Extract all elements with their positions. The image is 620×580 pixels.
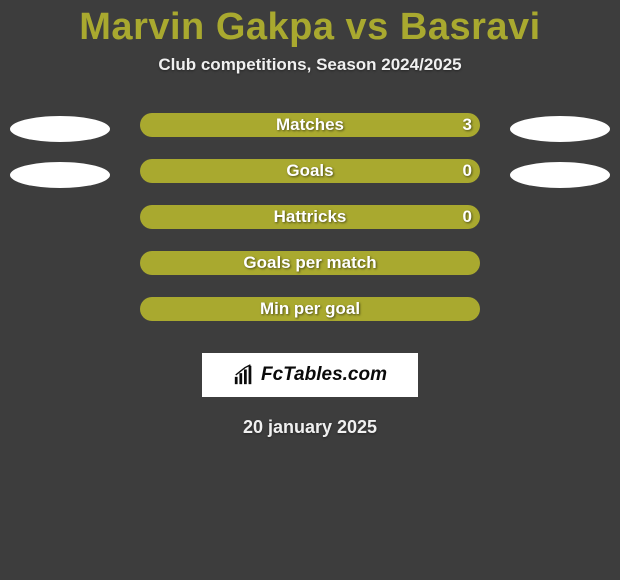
comparison-infographic: Marvin Gakpa vs Basravi Club competition… (0, 0, 620, 580)
page-title: Marvin Gakpa vs Basravi (0, 0, 620, 49)
brand-name: FcTables.com (261, 364, 387, 386)
stat-value: 3 (463, 115, 472, 135)
stat-rows: Matches 3 Goals 0 Hattricks 0 Goals per match M… (0, 113, 620, 343)
stat-label: Matches (276, 115, 344, 135)
stat-bar: Matches 3 (140, 113, 480, 137)
stat-row: Matches 3 (0, 113, 620, 159)
stat-row: Min per goal (0, 297, 620, 343)
brand-logo-box: FcTables.com (202, 353, 418, 397)
stat-label: Goals per match (243, 253, 376, 273)
stat-bar: Min per goal (140, 297, 480, 321)
subtitle: Club competitions, Season 2024/2025 (0, 55, 620, 75)
stat-row: Hattricks 0 (0, 205, 620, 251)
player-oval-left (10, 116, 110, 142)
stat-value: 0 (463, 161, 472, 181)
stat-bar: Goals 0 (140, 159, 480, 183)
stat-label: Min per goal (260, 299, 360, 319)
stat-bar: Hattricks 0 (140, 205, 480, 229)
player-oval-right (510, 116, 610, 142)
stat-row: Goals per match (0, 251, 620, 297)
bar-chart-icon (233, 364, 255, 386)
date-text: 20 january 2025 (0, 417, 620, 438)
stat-bar: Goals per match (140, 251, 480, 275)
stat-label: Goals (286, 161, 333, 181)
stat-label: Hattricks (274, 207, 347, 227)
player-oval-right (510, 162, 610, 188)
player-oval-left (10, 162, 110, 188)
stat-row: Goals 0 (0, 159, 620, 205)
stat-value: 0 (463, 207, 472, 227)
